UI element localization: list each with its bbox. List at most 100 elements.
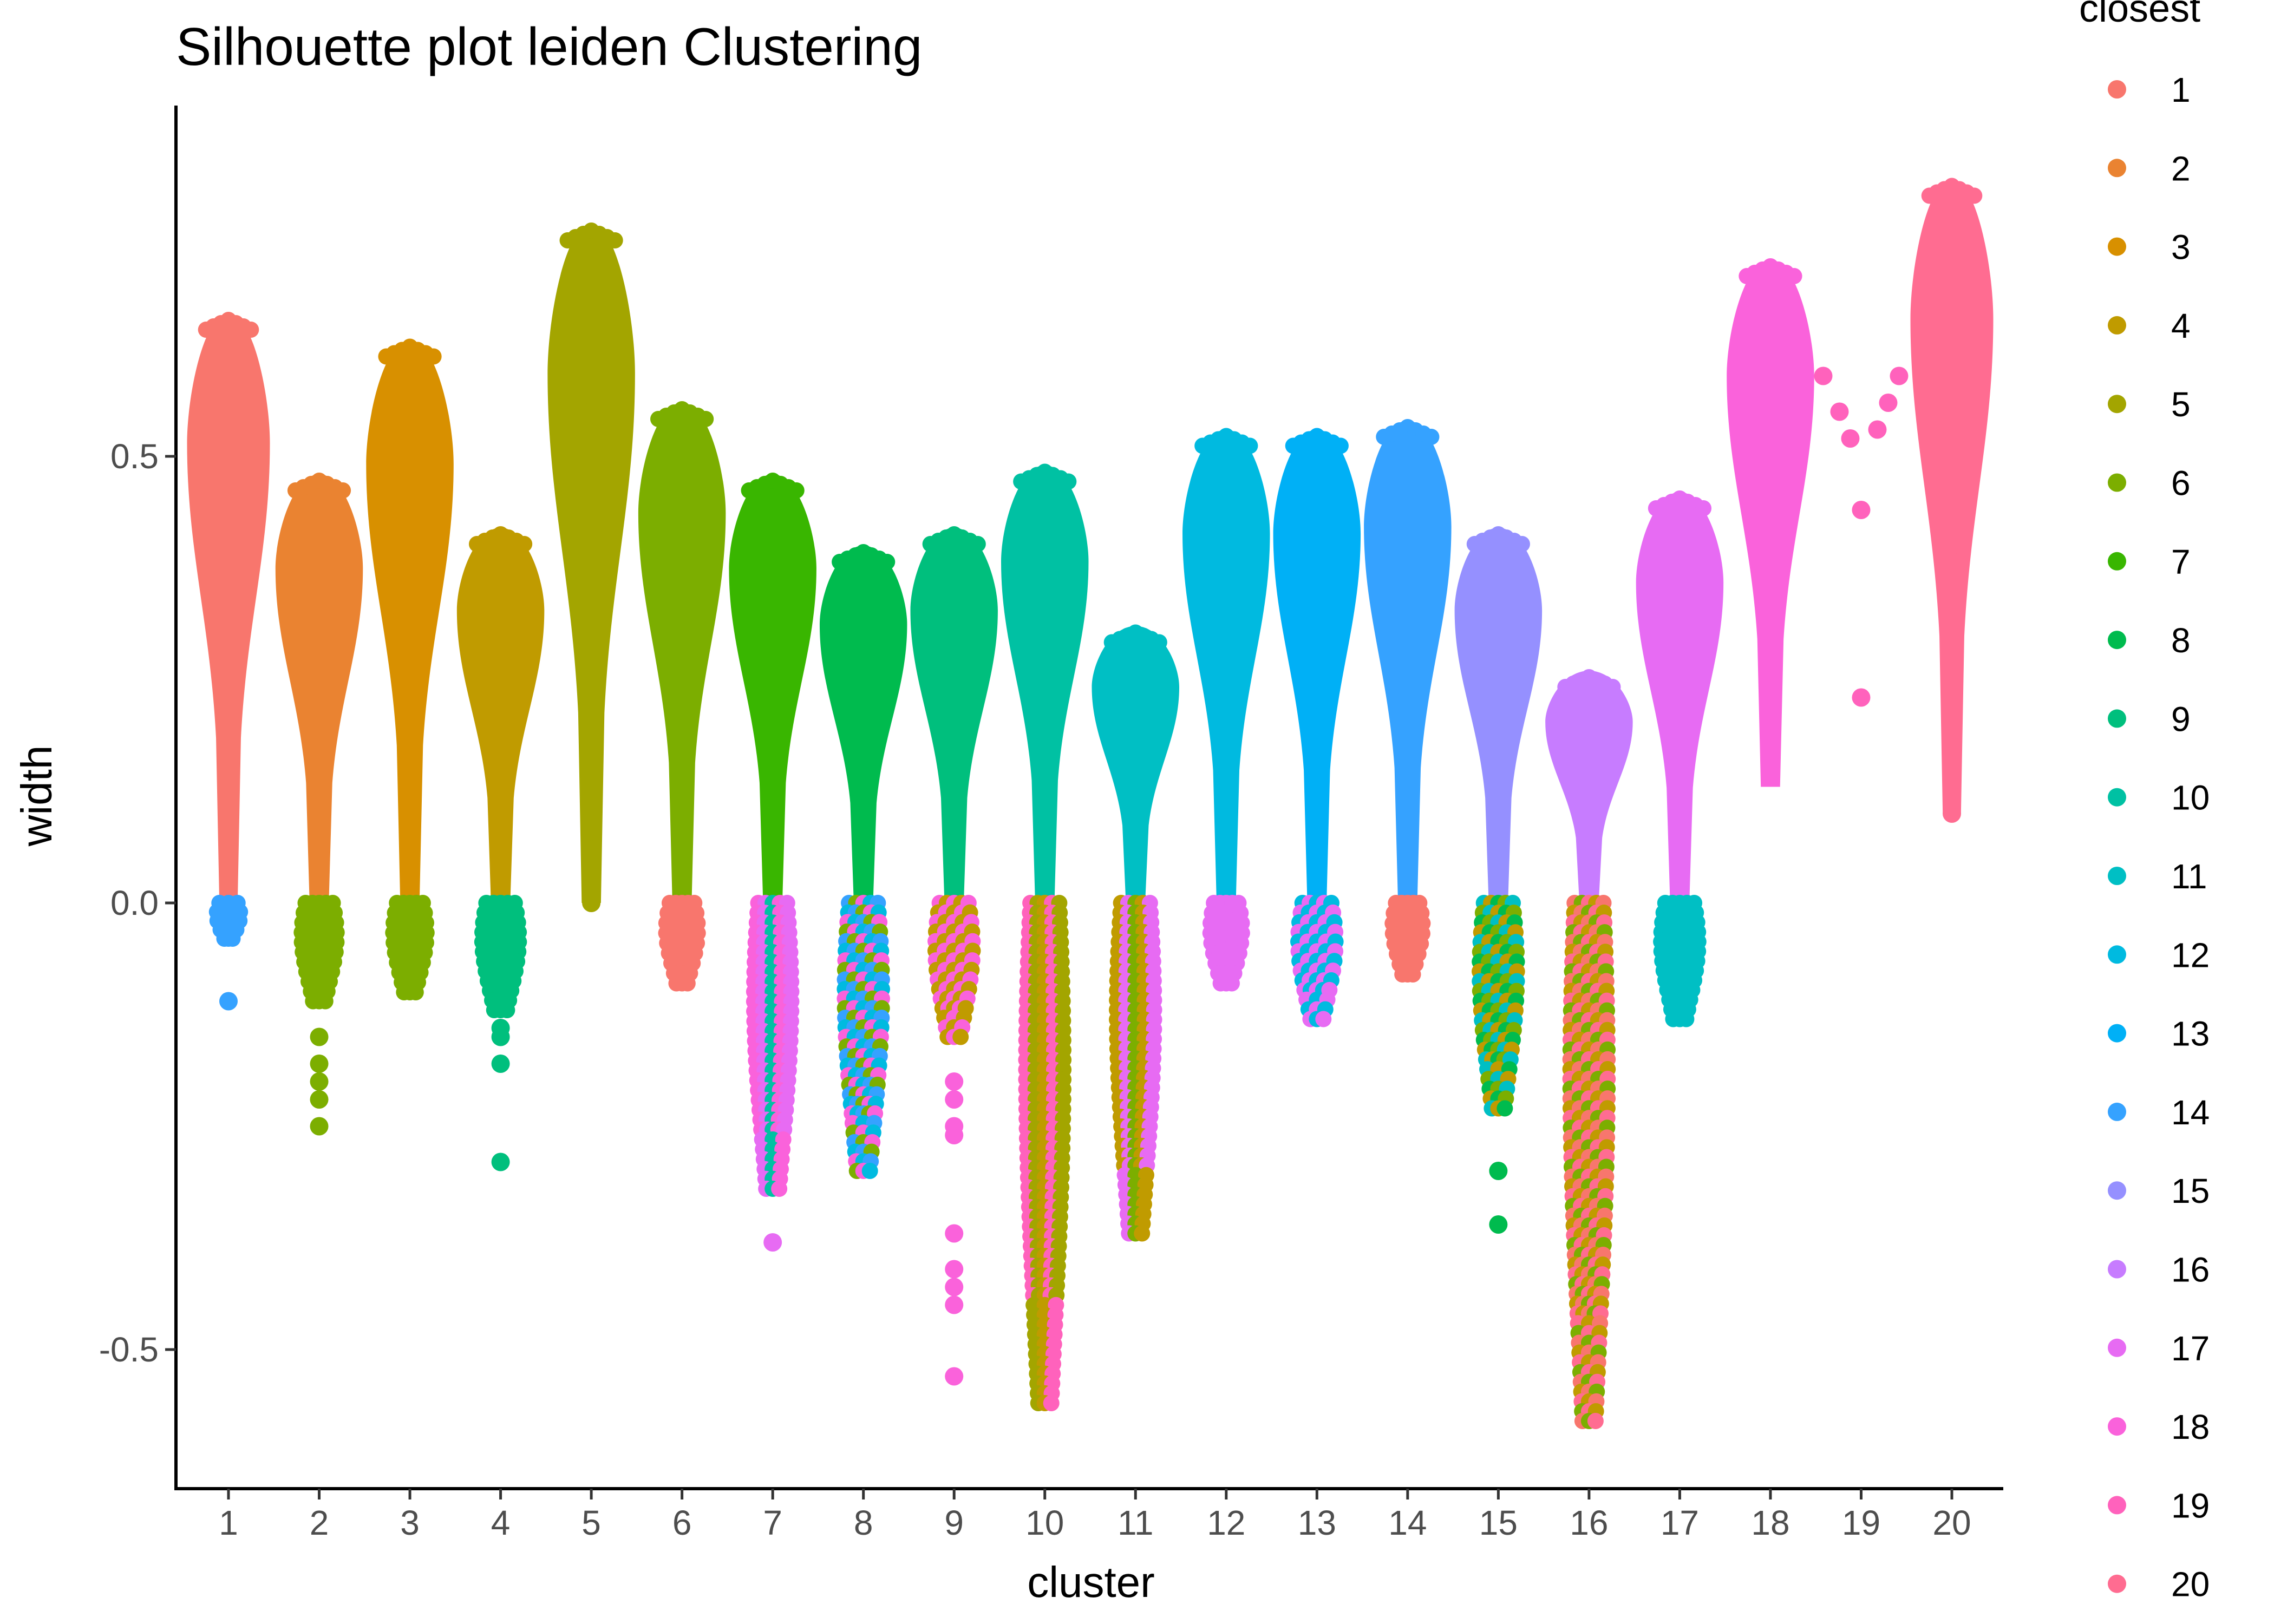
- cluster-12-body: [1182, 429, 1270, 903]
- cluster-7-body: [729, 474, 816, 903]
- cluster-9-outlier: [945, 1260, 964, 1279]
- legend-key-12: [2108, 945, 2126, 964]
- legend-key-14: [2108, 1102, 2126, 1121]
- cluster-5-outlier: [582, 358, 601, 376]
- cluster-7: [729, 473, 816, 1252]
- cluster-6-point: [679, 975, 696, 992]
- cluster-20-outlier: [1943, 492, 1961, 510]
- cluster-4-point: [516, 536, 533, 552]
- cluster-19-outlier: [1841, 429, 1860, 448]
- cluster-14-body: [1364, 421, 1452, 903]
- legend-key-17: [2108, 1338, 2126, 1357]
- legend-key-15: [2108, 1181, 2126, 1200]
- cluster-19-outlier: [1879, 394, 1898, 412]
- cluster-19-outlier: [1830, 402, 1849, 421]
- cluster-3-point: [407, 984, 424, 1000]
- cluster-2: [275, 473, 363, 1136]
- cluster-5-outlier: [582, 563, 601, 582]
- x-tick-label: 1: [219, 1503, 238, 1542]
- cluster-2-outlier: [310, 1090, 329, 1109]
- cluster-1-body: [187, 313, 270, 903]
- legend-label-5: 5: [2171, 385, 2191, 424]
- cluster-5-outlier: [582, 492, 601, 510]
- cluster-5-outlier: [582, 652, 601, 671]
- cluster-7-point: [771, 1181, 788, 1197]
- cluster-19-outlier: [1890, 366, 1909, 385]
- cluster-18: [1727, 258, 1814, 787]
- cluster-12-point: [1241, 437, 1258, 454]
- x-tick-label: 7: [763, 1503, 782, 1542]
- cluster-16: [1545, 669, 1633, 1429]
- cluster-20-outlier: [1943, 581, 1961, 600]
- cluster-8-body: [819, 546, 907, 903]
- cluster-6-point: [697, 411, 714, 427]
- cluster-5-outlier: [582, 697, 601, 716]
- cluster-19-outlier: [1868, 420, 1887, 439]
- chart-title: Silhouette plot leiden Clustering: [176, 17, 922, 76]
- y-axis-ticks: 0.5 0.0 -0.5: [99, 437, 176, 1369]
- legend-key-19: [2108, 1496, 2126, 1515]
- cluster-11-point: [1151, 634, 1167, 651]
- x-tick-label: 13: [1298, 1503, 1336, 1542]
- legend-label-8: 8: [2171, 621, 2191, 660]
- cluster-8: [819, 544, 907, 1179]
- cluster-20: [1910, 178, 1994, 823]
- legend-label-19: 19: [2171, 1486, 2210, 1525]
- cluster-2-outlier: [310, 1117, 329, 1136]
- legend-label-6: 6: [2171, 464, 2191, 503]
- cluster-9-outlier: [945, 1090, 964, 1109]
- legend-title: closest: [2079, 0, 2200, 30]
- cluster-3-point: [425, 348, 442, 365]
- cluster-13-body: [1273, 429, 1361, 903]
- x-tick-label: 5: [581, 1503, 601, 1542]
- legend-label-11: 11: [2171, 857, 2207, 896]
- x-tick-label: 15: [1479, 1503, 1518, 1542]
- cluster-16-point: [1604, 679, 1621, 695]
- cluster-12: [1182, 428, 1270, 992]
- cluster-20-outlier: [1943, 804, 1961, 823]
- legend-key-4: [2108, 316, 2126, 335]
- cluster-10-point: [1043, 1395, 1060, 1411]
- x-tick-label: 19: [1842, 1503, 1880, 1542]
- cluster-2-outlier: [310, 1072, 329, 1091]
- cluster-1-outlier: [219, 992, 238, 1011]
- y-tick-label: -0.5: [99, 1330, 159, 1369]
- cluster-11-body: [1092, 626, 1180, 903]
- legend-label-12: 12: [2171, 935, 2210, 974]
- cluster-15-outlier: [1489, 1162, 1508, 1180]
- cluster-9-body: [910, 528, 998, 903]
- cluster-17-body: [1636, 492, 1724, 903]
- legend-label-7: 7: [2171, 542, 2191, 581]
- legend-label-1: 1: [2171, 70, 2191, 109]
- cluster-15-outlier: [1489, 1215, 1508, 1234]
- cluster-18-body: [1727, 260, 1814, 787]
- cluster-9-outlier: [945, 1072, 964, 1091]
- cluster-4-outlier: [491, 1055, 510, 1073]
- cluster-9-outlier: [945, 1126, 964, 1144]
- cluster-12-point: [1224, 975, 1240, 992]
- cluster-5-outlier: [582, 402, 601, 421]
- legend-label-14: 14: [2171, 1093, 2210, 1132]
- legend-key-9: [2108, 709, 2126, 728]
- legend-label-3: 3: [2171, 228, 2191, 267]
- cluster-2-outlier: [310, 1027, 329, 1046]
- cluster-20-outlier: [1943, 536, 1961, 555]
- x-tick-label: 20: [1932, 1503, 1971, 1542]
- cluster-4-outlier: [491, 1152, 510, 1171]
- cluster-2-point: [317, 993, 334, 1010]
- cluster-9-outlier: [945, 1367, 964, 1386]
- x-tick-label: 14: [1388, 1503, 1427, 1542]
- x-tick-label: 8: [854, 1503, 873, 1542]
- cluster-5-outlier: [582, 822, 601, 841]
- cluster-19-outlier: [1852, 501, 1871, 519]
- cluster-18-point: [1786, 268, 1802, 284]
- cluster-16-body: [1545, 671, 1633, 903]
- x-tick-label: 11: [1118, 1503, 1153, 1542]
- cluster-13: [1273, 428, 1361, 1027]
- y-tick-label: 0.5: [110, 437, 159, 476]
- cluster-17: [1636, 490, 1724, 1027]
- legend-label-13: 13: [2171, 1014, 2210, 1053]
- legend-key-8: [2108, 631, 2126, 650]
- x-tick-label: 6: [672, 1503, 692, 1542]
- legend-label-9: 9: [2171, 699, 2191, 738]
